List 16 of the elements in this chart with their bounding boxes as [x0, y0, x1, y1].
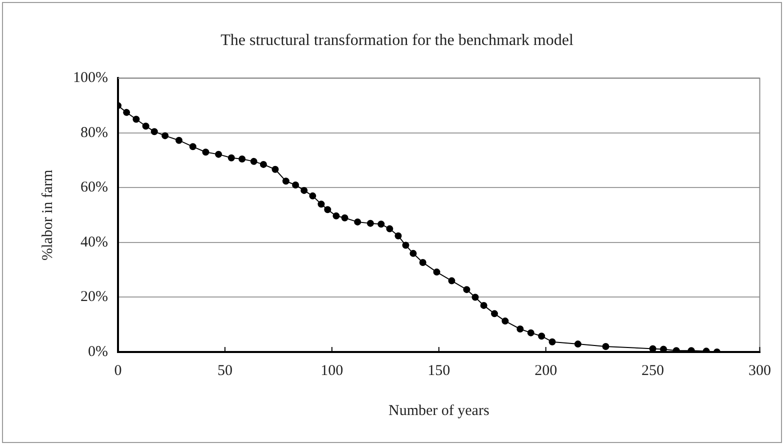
- x-tick-label: 100: [320, 362, 344, 379]
- x-tick-label: 150: [428, 362, 450, 379]
- x-tick-label: 0: [114, 362, 122, 379]
- chart-title: The structural transformation for the benchmark model: [220, 32, 574, 49]
- x-axis-title: Number of years: [388, 402, 490, 419]
- y-tick-label: 20%: [80, 289, 108, 306]
- x-tick-label: 200: [534, 362, 558, 379]
- x-tick-label: 50: [217, 362, 232, 379]
- x-tick-label: 250: [642, 362, 664, 379]
- y-axis-title: %labor in farm: [40, 169, 56, 261]
- y-tick-label: 80%: [80, 124, 108, 141]
- y-tick-label: 100%: [72, 70, 108, 86]
- y-tick-label: 60%: [80, 180, 108, 196]
- x-tick-label: 300: [748, 362, 771, 379]
- y-tick-label: 40%: [80, 234, 108, 250]
- y-tick-label: 0%: [88, 344, 108, 360]
